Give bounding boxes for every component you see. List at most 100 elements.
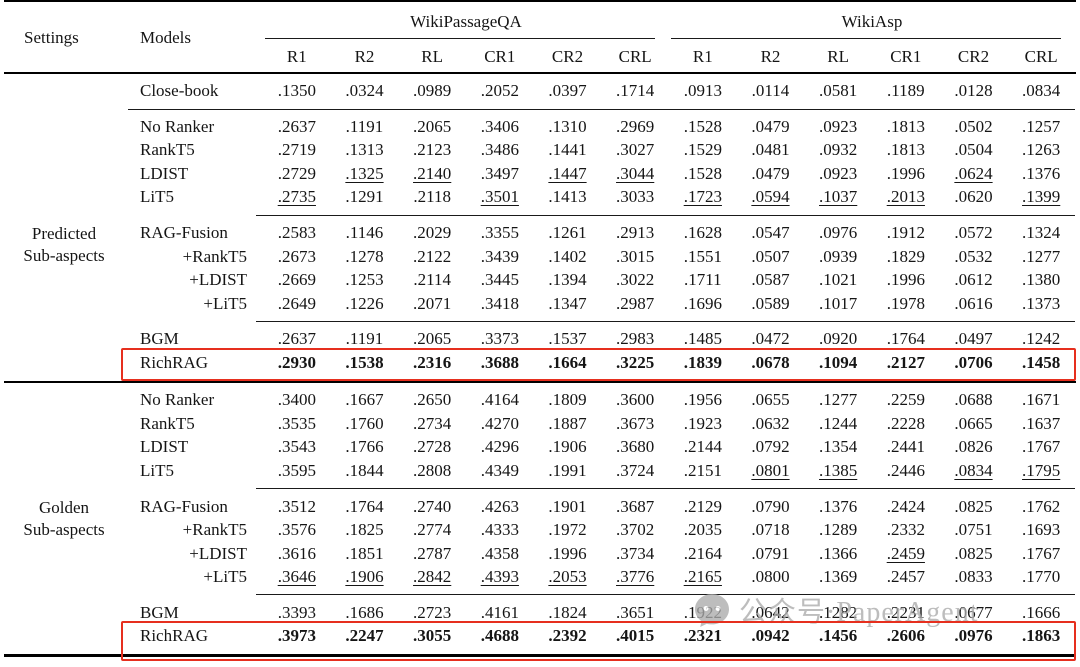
metric-value: .1696 [683, 293, 722, 313]
metric-value: .2808 [413, 460, 452, 480]
metric-header: R1 [692, 46, 713, 66]
metric-value: .1664 [548, 352, 587, 372]
metric-value: .3501 [480, 187, 519, 207]
metric-value: .0678 [751, 352, 790, 372]
table-row: +LiT5 .3646 .1906 .2842 .4393 .2053 .3776 .2165… [128, 565, 1080, 589]
group-divider-rule [256, 594, 1075, 596]
table-body: Close-book .1350 .0324 .0989 .2052 .0397 .1714… [0, 74, 1080, 657]
metric-value: .4296 [480, 437, 519, 457]
metric-value: .1373 [1022, 293, 1061, 313]
metric-header: CR1 [484, 46, 516, 66]
model-name: RichRAG [140, 352, 208, 372]
metric-value: .2259 [886, 390, 925, 410]
model-name: RichRAG [140, 626, 208, 646]
metric-value: .0751 [954, 520, 993, 539]
metric-value: .3646 [277, 567, 316, 586]
model-name: +LiT5 [203, 293, 247, 313]
metric-value: .2127 [886, 352, 925, 372]
metric-value: .1922 [683, 602, 722, 622]
metric-value: .0792 [751, 437, 790, 457]
metric-value: .1441 [548, 140, 587, 160]
metric-value: .1324 [1022, 223, 1061, 243]
metric-value: .0479 [751, 163, 790, 183]
metric-value: .1839 [683, 352, 722, 372]
metric-value: .3734 [616, 543, 655, 563]
metric-value: .4333 [480, 520, 519, 539]
metric-value: .3400 [277, 390, 316, 410]
metric-value: .1770 [1022, 567, 1061, 586]
metric-value: .1263 [1022, 140, 1061, 160]
metric-header: R1 [286, 46, 307, 66]
metric-value: .1458 [1022, 352, 1061, 372]
model-name: BGM [140, 329, 179, 349]
metric-value: .1671 [1022, 390, 1061, 410]
metric-value: .2424 [886, 496, 925, 516]
rule-top [4, 0, 1076, 2]
metric-value: .2637 [277, 329, 316, 349]
metric-value: .1242 [1022, 329, 1061, 349]
metric-value: .0589 [751, 293, 790, 313]
metric-value: .1667 [345, 390, 384, 410]
cmidrule-wikipassageqa [265, 37, 655, 39]
metric-value: .1906 [548, 437, 587, 457]
metric-value: .2129 [683, 496, 722, 516]
setting-label-line: Predicted [31, 224, 97, 244]
model-name: LDIST [140, 437, 189, 457]
metric-value: .2842 [413, 567, 452, 586]
metric-value: .1628 [683, 223, 722, 243]
table-section: Close-book .1350 .0324 .0989 .2052 .0397 .1714… [0, 74, 1080, 109]
metric-value: .1711 [684, 270, 722, 290]
metric-value: .2065 [413, 329, 452, 349]
metric-value: .2740 [413, 496, 452, 516]
metric-value: .1146 [345, 223, 384, 243]
metric-value: .2392 [548, 626, 587, 646]
metric-value: .3406 [480, 116, 519, 136]
metric-value: .1996 [886, 163, 925, 183]
metric-value: .1037 [819, 187, 858, 207]
metric-value: .1538 [345, 352, 384, 372]
model-group: BGM .3393 .1686 .2723 .4161 .1824 .3651 .1922 .0… [128, 595, 1080, 654]
metric-value: .3393 [277, 602, 316, 622]
metric-value: .2441 [886, 437, 925, 457]
metric-value: .4164 [480, 390, 519, 410]
metric-value: .2065 [413, 116, 452, 136]
metric-value: .0942 [751, 626, 790, 646]
metric-value: .3439 [480, 246, 519, 266]
metric-value: .3595 [277, 460, 316, 480]
setting-label: Predicted Sub-aspects [0, 110, 128, 381]
metric-value: .4263 [480, 496, 519, 516]
metric-value: .0920 [819, 329, 858, 349]
metric-value: .3616 [277, 543, 316, 563]
metric-value: .1529 [683, 140, 722, 160]
metric-value: .2969 [616, 116, 655, 136]
metric-value: .0833 [954, 567, 993, 586]
metric-value: .1991 [548, 460, 587, 480]
metric-value: .1887 [548, 413, 587, 433]
model-name: Close-book [140, 81, 219, 101]
metric-value: .2151 [683, 460, 722, 480]
metric-value: .1354 [819, 437, 858, 457]
table-row: LDIST .3543 .1766 .2728 .4296 .1906 .3680 .2144… [128, 436, 1080, 460]
metric-value: .2987 [616, 293, 655, 313]
metric-value: .0594 [751, 187, 790, 207]
metric-value: .1813 [886, 116, 925, 136]
metric-value: .2787 [413, 543, 452, 563]
metric-value: .0826 [954, 437, 993, 457]
metric-value: .1485 [683, 329, 722, 349]
metric-value: .0976 [954, 626, 993, 646]
metric-value: .1906 [345, 567, 384, 586]
setting-label-line: Sub-aspects [23, 246, 105, 266]
group-divider-rule [256, 320, 1075, 323]
metric-value: .3651 [616, 602, 655, 622]
table-row: +RankT5 .3576 .1825 .2774 .4333 .1972 .3702 .20… [128, 518, 1080, 542]
model-name: RAG-Fusion [140, 496, 228, 516]
metric-value: .1277 [819, 390, 858, 410]
metric-value: .2669 [277, 270, 316, 290]
table-row: RankT5 .3535 .1760 .2734 .4270 .1887 .3673 .192… [128, 412, 1080, 436]
table-row: +LiT5 .2649 .1226 .2071 .3418 .1347 .2987 .1696… [128, 292, 1080, 316]
metric-value: .3776 [616, 567, 655, 586]
metric-value: .3724 [616, 460, 655, 480]
metric-value: .0677 [954, 602, 993, 622]
model-name: No Ranker [140, 116, 215, 136]
metric-value: .1809 [548, 390, 587, 410]
